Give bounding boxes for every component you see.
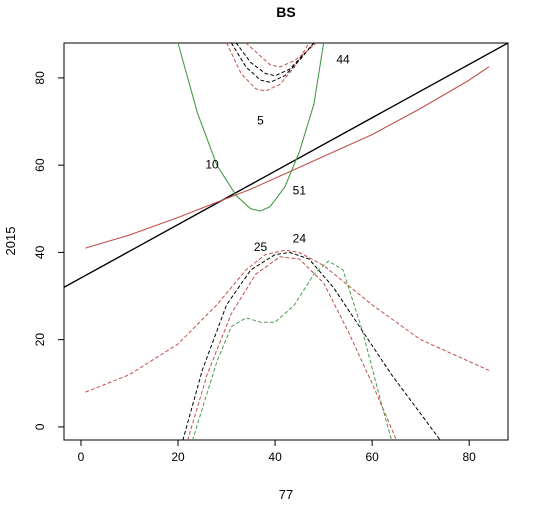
series-line-11 [245, 43, 317, 68]
series-line-7 [187, 256, 397, 440]
y-tick-label: 80 [33, 71, 47, 85]
series-line-6 [182, 251, 441, 440]
series-layer [64, 43, 508, 440]
chart-title: BS [276, 4, 295, 20]
y-tick-label: 0 [33, 423, 47, 430]
series-line-4 [85, 249, 490, 393]
series-line-8 [226, 43, 310, 92]
y-tick-label: 60 [33, 158, 47, 172]
point-label: 44 [336, 53, 350, 67]
point-label: 24 [293, 231, 307, 245]
point-label: 5 [257, 114, 264, 128]
x-tick-label: 40 [268, 450, 282, 464]
x-tick-label: 60 [365, 450, 379, 464]
x-axis: 0 20 40 60 80 [78, 440, 477, 464]
y-axis-label: 2015 [3, 227, 18, 256]
point-label: 10 [205, 157, 219, 171]
x-tick-label: 0 [78, 450, 85, 464]
y-tick-label: 40 [33, 245, 47, 259]
series-line-2 [85, 66, 490, 249]
x-tick-label: 20 [171, 450, 185, 464]
series-line-3 [177, 43, 325, 212]
y-axis: 0 20 40 60 80 [33, 71, 64, 430]
plot-frame [63, 42, 509, 441]
x-tick-label: 80 [463, 450, 477, 464]
series-line-5 [192, 260, 392, 440]
point-label: 51 [293, 184, 307, 198]
series-line-1 [64, 43, 508, 288]
series-line-10 [235, 43, 315, 77]
annotation-layer: 44 5 10 51 25 24 [205, 53, 350, 255]
x-axis-label: 77 [279, 487, 293, 502]
y-tick-label: 20 [33, 333, 47, 347]
point-label: 25 [254, 240, 268, 254]
